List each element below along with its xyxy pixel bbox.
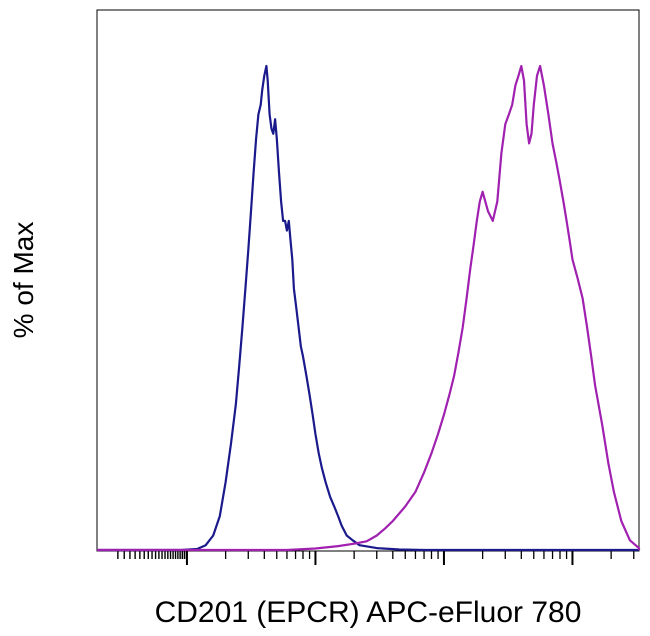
histogram-series-1 bbox=[97, 64, 639, 552]
histogram-series-2 bbox=[97, 64, 641, 552]
series-layer bbox=[97, 64, 641, 552]
y-axis-label: % of Max bbox=[8, 222, 39, 339]
x-axis-ticks bbox=[117, 551, 635, 565]
x-axis-label: CD201 (EPCR) APC-eFluor 780 bbox=[155, 596, 582, 629]
plot-frame bbox=[96, 9, 640, 552]
